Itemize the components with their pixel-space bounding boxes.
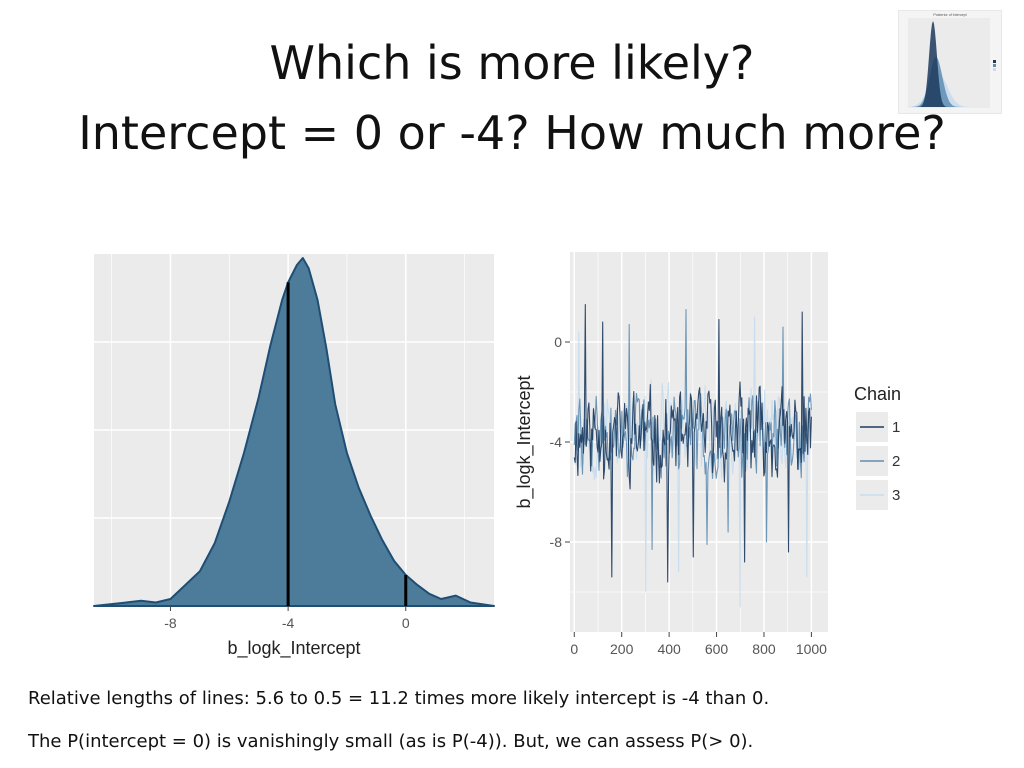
trace-y-axis-title: b_logk_Intercept (514, 375, 535, 508)
title-line-1: Which is more likely? (269, 36, 755, 90)
chain-1-trace-line (573, 303, 812, 583)
density-x-tick-label: 0 (402, 615, 410, 631)
thumbnail-legend-key-3 (993, 68, 996, 71)
trace-chart: 0 -4 -8 0 200 400 600 800 1000 b_logk_Intercept (514, 252, 828, 657)
note-probability: The P(intercept = 0) is vanishingly smal… (28, 731, 754, 752)
trace-x-tick-label: 400 (657, 641, 681, 657)
trace-x-tick-label: 600 (705, 641, 729, 657)
thumbnail-density-chain-1 (908, 21, 990, 107)
legend-label-chain-2: 2 (892, 453, 900, 470)
trace-y-tick-label: -8 (550, 534, 563, 550)
chain-legend: Chain 1 2 3 (854, 384, 901, 510)
thumbnail-legend-key-2 (993, 64, 996, 67)
density-chart: -8 -4 0 b_logk_Intercept (93, 254, 495, 659)
density-x-tick-label: -8 (164, 615, 177, 631)
trace-x-tick-label: 800 (752, 641, 776, 657)
density-x-tick-label: -4 (282, 615, 295, 631)
density-area (93, 257, 495, 607)
slide-title: Which is more likely? Intercept = 0 or -… (0, 28, 1024, 168)
legend-label-chain-1: 1 (892, 419, 900, 436)
trace-y-tick-label: -4 (550, 434, 563, 450)
trace-x-tick-label: 200 (610, 641, 634, 657)
legend-title: Chain (854, 384, 901, 404)
title-line-2: Intercept = 0 or -4? How much more? (78, 106, 946, 160)
thumbnail-legend-key-1 (993, 60, 996, 63)
note-relative-lengths: Relative lengths of lines: 5.6 to 0.5 = … (28, 688, 770, 709)
legend-label-chain-3: 3 (892, 487, 900, 504)
trace-x-tick-label: 1000 (796, 641, 827, 657)
trace-y-tick-label: 0 (554, 334, 562, 350)
density-x-axis-title: b_logk_Intercept (227, 638, 360, 659)
trace-x-tick-label: 0 (570, 641, 578, 657)
thumbnail-density-chart: Posterior of Intercept (898, 10, 1002, 114)
thumbnail-title: Posterior of Intercept (933, 13, 966, 17)
